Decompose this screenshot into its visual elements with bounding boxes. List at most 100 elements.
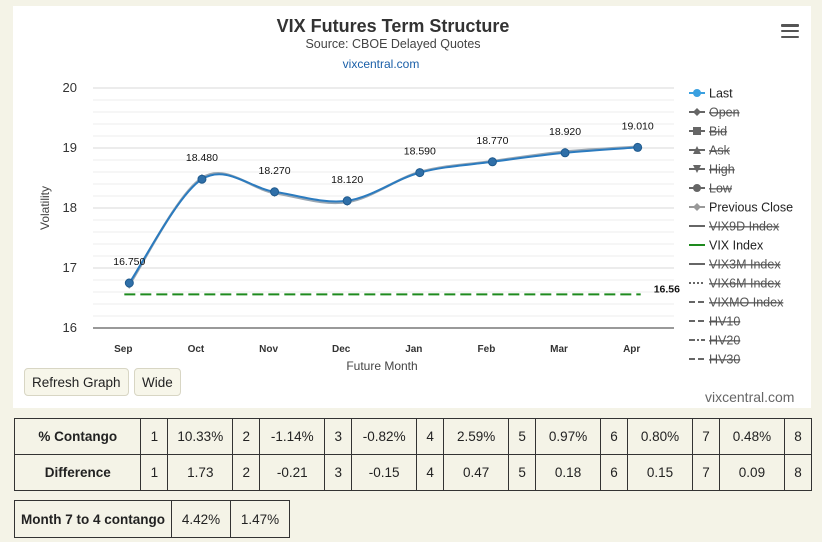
table-cell: 1.47% xyxy=(230,500,290,538)
month-index-cell: 7 xyxy=(692,418,720,455)
wide-button[interactable]: Wide xyxy=(134,368,181,396)
table-cell: 4.42% xyxy=(171,500,231,538)
month-index-cell: 8 xyxy=(784,418,812,455)
last-price-point xyxy=(197,174,207,184)
table-cell: 0.47 xyxy=(443,454,510,491)
legend-marker xyxy=(693,146,701,154)
month-index-cell: 2 xyxy=(232,454,261,491)
y-tick-label: 20 xyxy=(63,80,77,95)
legend-item-label[interactable]: VIX6M Index xyxy=(709,277,781,291)
table-cell: -0.15 xyxy=(351,454,418,491)
table-cell: 2.59% xyxy=(443,418,510,455)
month-index-cell: 3 xyxy=(324,418,353,455)
table-row: % Contango 1 10.33% 2 -1.14% 3 -0.82% 4 2.59% 5 0.… xyxy=(13,418,812,455)
y-tick-label: 16 xyxy=(63,320,77,335)
last-price-point xyxy=(270,187,280,197)
x-tick-label: Dec xyxy=(332,344,351,355)
table-cell: 10.33% xyxy=(167,418,234,455)
legend-item-label[interactable]: Open xyxy=(709,106,740,120)
legend-marker xyxy=(693,89,701,97)
legend-marker xyxy=(693,165,701,173)
month-index-cell: 4 xyxy=(416,418,445,455)
legend-item-label[interactable]: VIXMO Index xyxy=(709,296,784,310)
credit-text[interactable]: vixcentral.com xyxy=(705,389,795,405)
legend-item-label[interactable]: Previous Close xyxy=(709,201,793,215)
table-cell: 0.80% xyxy=(626,418,694,455)
last-price-point xyxy=(415,168,425,178)
last-price-point xyxy=(487,157,497,167)
month-index-cell: 6 xyxy=(600,454,628,491)
y-axis-label: Volatility xyxy=(38,186,52,230)
row-label: % Contango xyxy=(13,418,142,455)
legend-item-label[interactable]: HV20 xyxy=(709,334,740,348)
vix-index-label: 16.56 xyxy=(654,283,680,295)
previous-close-line xyxy=(128,145,638,286)
x-tick-label: Jan xyxy=(405,344,422,355)
data-label: 18.270 xyxy=(259,165,291,177)
table-cell: -0.21 xyxy=(259,454,326,491)
month-index-cell: 1 xyxy=(140,454,169,491)
data-label: 18.480 xyxy=(186,152,218,164)
x-tick-label: Nov xyxy=(259,344,278,355)
legend-item-label[interactable]: Low xyxy=(709,182,733,196)
month-index-cell: 7 xyxy=(692,454,720,491)
x-tick-label: Feb xyxy=(478,344,496,355)
month-index-cell: 5 xyxy=(508,418,536,455)
y-tick-label: 19 xyxy=(63,140,77,155)
table-cell: 0.48% xyxy=(718,418,786,455)
month-index-cell: 1 xyxy=(140,418,169,455)
last-price-point xyxy=(633,142,643,152)
refresh-graph-button[interactable]: Refresh Graph xyxy=(24,368,129,396)
chart-title: VIX Futures Term Structure xyxy=(277,16,510,36)
legend-item-label[interactable]: Last xyxy=(709,87,733,101)
table-cell: 1.73 xyxy=(167,454,234,491)
legend-marker xyxy=(693,203,701,211)
data-label: 19.010 xyxy=(622,120,654,132)
y-tick-label: 17 xyxy=(63,260,77,275)
x-tick-label: Mar xyxy=(550,344,568,355)
legend-item-label[interactable]: Ask xyxy=(709,144,731,158)
row-label: Month 7 to 4 contango xyxy=(14,500,172,538)
legend-item-label[interactable]: VIX9D Index xyxy=(709,220,780,234)
chart-subtitle: Source: CBOE Delayed Quotes xyxy=(305,37,480,51)
legend-item-label[interactable]: HV10 xyxy=(709,315,740,329)
month-index-cell: 5 xyxy=(508,454,536,491)
legend-marker xyxy=(693,127,701,135)
month-index-cell: 3 xyxy=(324,454,353,491)
x-axis-label: Future Month xyxy=(346,359,417,373)
data-label: 16.750 xyxy=(113,256,145,268)
month-index-cell: 6 xyxy=(600,418,628,455)
month-7-to-4-table: Month 7 to 4 contango 4.42% 1.47% xyxy=(14,500,290,538)
legend-item-label[interactable]: Bid xyxy=(709,125,727,139)
table-row: Month 7 to 4 contango 4.42% 1.47% xyxy=(14,500,290,538)
x-tick-label: Apr xyxy=(623,344,640,355)
table-cell: 0.09 xyxy=(718,454,786,491)
month-index-cell: 2 xyxy=(232,418,261,455)
last-price-line xyxy=(128,146,638,284)
contango-table: % Contango 1 10.33% 2 -1.14% 3 -0.82% 4 2.59% 5 0.… xyxy=(13,418,812,491)
chart-panel: VIX Futures Term Structure Source: CBOE D… xyxy=(13,6,811,408)
month-index-cell: 4 xyxy=(416,454,445,491)
legend-marker xyxy=(693,108,701,116)
data-label: 18.770 xyxy=(476,135,508,147)
source-link: vixcentral.com xyxy=(343,57,420,71)
data-label: 18.120 xyxy=(331,174,363,186)
table-cell: 0.18 xyxy=(534,454,602,491)
table-cell: -0.82% xyxy=(351,418,418,455)
last-price-point xyxy=(342,196,352,206)
hamburger-menu-icon[interactable] xyxy=(781,24,799,39)
last-price-point xyxy=(560,148,570,158)
data-label: 18.590 xyxy=(404,146,436,158)
data-label: 18.920 xyxy=(549,126,581,138)
row-label: Difference xyxy=(13,454,142,491)
last-price-point xyxy=(124,278,134,288)
legend-marker xyxy=(693,184,701,192)
legend-item-label[interactable]: VIX3M Index xyxy=(709,258,781,272)
table-cell: -1.14% xyxy=(259,418,326,455)
legend-item-label[interactable]: High xyxy=(709,163,735,177)
legend-item-label[interactable]: HV30 xyxy=(709,353,740,367)
table-cell: 0.15 xyxy=(626,454,694,491)
legend-item-label[interactable]: VIX Index xyxy=(709,239,764,253)
table-cell: 0.97% xyxy=(534,418,602,455)
